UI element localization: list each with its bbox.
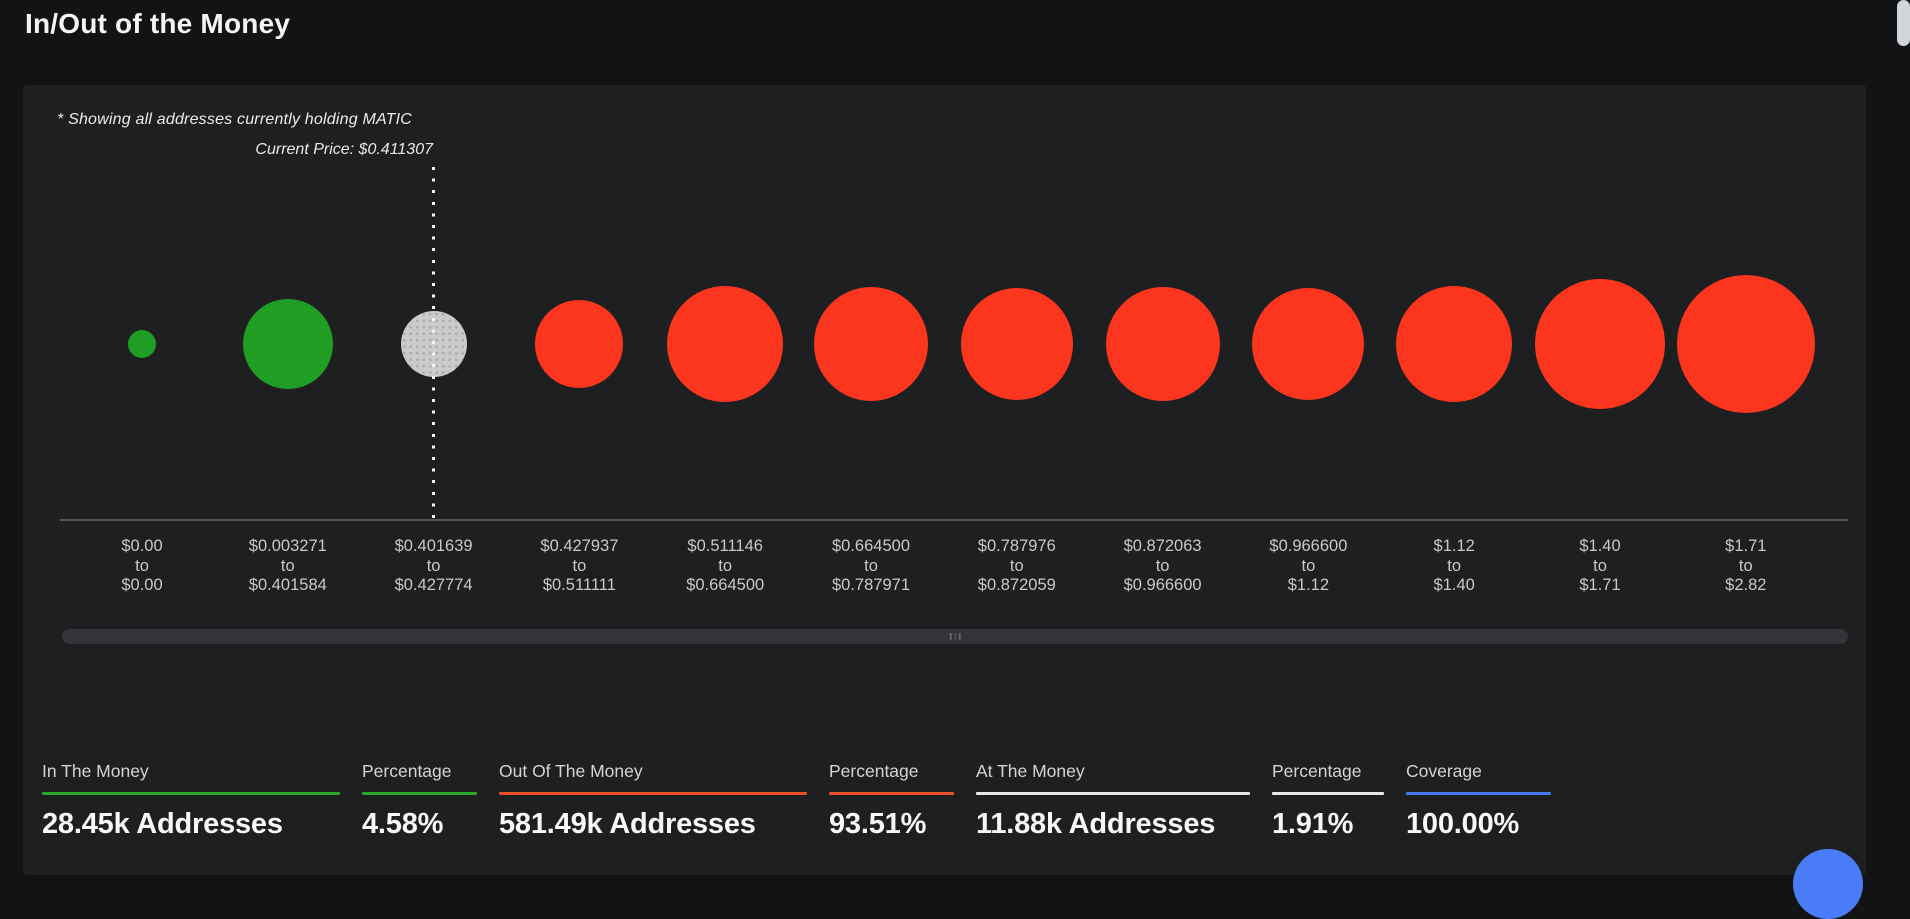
stat-label: In The Money [42, 761, 149, 781]
stat-label: Coverage [1406, 761, 1482, 781]
bubble-out-of-the-money[interactable] [1105, 287, 1220, 401]
stat-value: 28.45k Addresses [42, 808, 283, 840]
stat-value: 581.49k Addresses [499, 808, 756, 840]
stat-coverage: Coverage 100.00% [1406, 761, 1551, 841]
x-axis-label: $0.872063 to $0.966600 [1123, 537, 1202, 594]
stat-accent-underline [829, 792, 954, 795]
x-axis-label: $0.401639 to $0.427774 [394, 537, 473, 594]
current-price-label: Current Price: $0.411307 [255, 141, 433, 158]
bubble-out-of-the-money[interactable] [1535, 279, 1665, 409]
stat-label: Percentage [829, 761, 919, 781]
bubble-plot [23, 85, 1866, 520]
x-axis-label: $0.787976 to $0.872059 [977, 537, 1056, 594]
stat-accent-underline [499, 792, 807, 795]
page-vertical-scrollbar-thumb[interactable] [1897, 0, 1910, 46]
chart-panel: * Showing all addresses currently holdin… [23, 85, 1866, 875]
bubble-in-the-money[interactable] [128, 330, 156, 358]
page-title: In/Out of the Money [25, 8, 291, 39]
x-axis-label: $1.40 to $1.71 [1579, 537, 1621, 594]
chart-note: * Showing all addresses currently holdin… [57, 111, 413, 128]
x-axis-label: $0.664500 to $0.787971 [832, 537, 910, 594]
stat-label: Percentage [1272, 761, 1362, 781]
x-axis-label: $0.511146 to $0.664500 [686, 537, 765, 594]
x-axis-label: $0.003271 to $0.401584 [248, 537, 327, 594]
x-axis-label: $0.966600 to $1.12 [1269, 537, 1348, 594]
stat-value: 1.91% [1272, 808, 1354, 840]
x-axis-label: $1.71 to $2.82 [1725, 537, 1767, 594]
stat-accent-underline [362, 792, 477, 795]
bubble-out-of-the-money[interactable] [814, 287, 928, 401]
stat-value: 93.51% [829, 808, 927, 840]
bubble-in-the-money[interactable] [242, 299, 333, 389]
x-axis-label: $1.12 to $1.40 [1433, 537, 1475, 594]
stat-at-the-money: At The Money 11.88k Addresses [976, 761, 1250, 841]
x-axis-label: $0.427937 to $0.511111 [540, 537, 619, 594]
x-axis-label: $0.00 to $0.00 [121, 537, 163, 594]
current-price-line [431, 167, 435, 520]
stat-accent-underline [42, 792, 340, 795]
stat-label: At The Money [976, 761, 1085, 781]
stat-out-of-the-money: Out Of The Money 581.49k Addresses [499, 761, 807, 841]
chat-launcher-button[interactable] [1793, 849, 1863, 919]
stat-accent-underline [1272, 792, 1384, 795]
stat-label: Out Of The Money [499, 761, 643, 781]
stat-percentage: Percentage 4.58% [362, 761, 477, 841]
bubble-out-of-the-money[interactable] [1252, 288, 1365, 400]
bubble-out-of-the-money[interactable] [667, 286, 784, 402]
stats-row: In The Money 28.45k Addresses Percentage 4.… [42, 761, 1551, 841]
stat-accent-underline [976, 792, 1250, 795]
stat-accent-underline [1406, 792, 1551, 795]
stat-label: Percentage [362, 761, 452, 781]
stat-in-the-money: In The Money 28.45k Addresses [42, 761, 340, 841]
stat-percentage: Percentage 93.51% [829, 761, 954, 841]
scrollbar-grip-icon [949, 633, 961, 640]
chart-horizontal-scrollbar[interactable] [62, 629, 1848, 644]
bubble-out-of-the-money[interactable] [1396, 286, 1513, 402]
stat-value: 4.58% [362, 808, 444, 840]
bubble-out-of-the-money[interactable] [535, 300, 624, 388]
stat-value: 11.88k Addresses [976, 808, 1216, 840]
stat-value: 100.00% [1406, 808, 1520, 840]
bubble-out-of-the-money[interactable] [1676, 275, 1815, 413]
bubble-out-of-the-money[interactable] [960, 288, 1073, 400]
stat-percentage: Percentage 1.91% [1272, 761, 1384, 841]
x-axis-line [60, 519, 1848, 521]
